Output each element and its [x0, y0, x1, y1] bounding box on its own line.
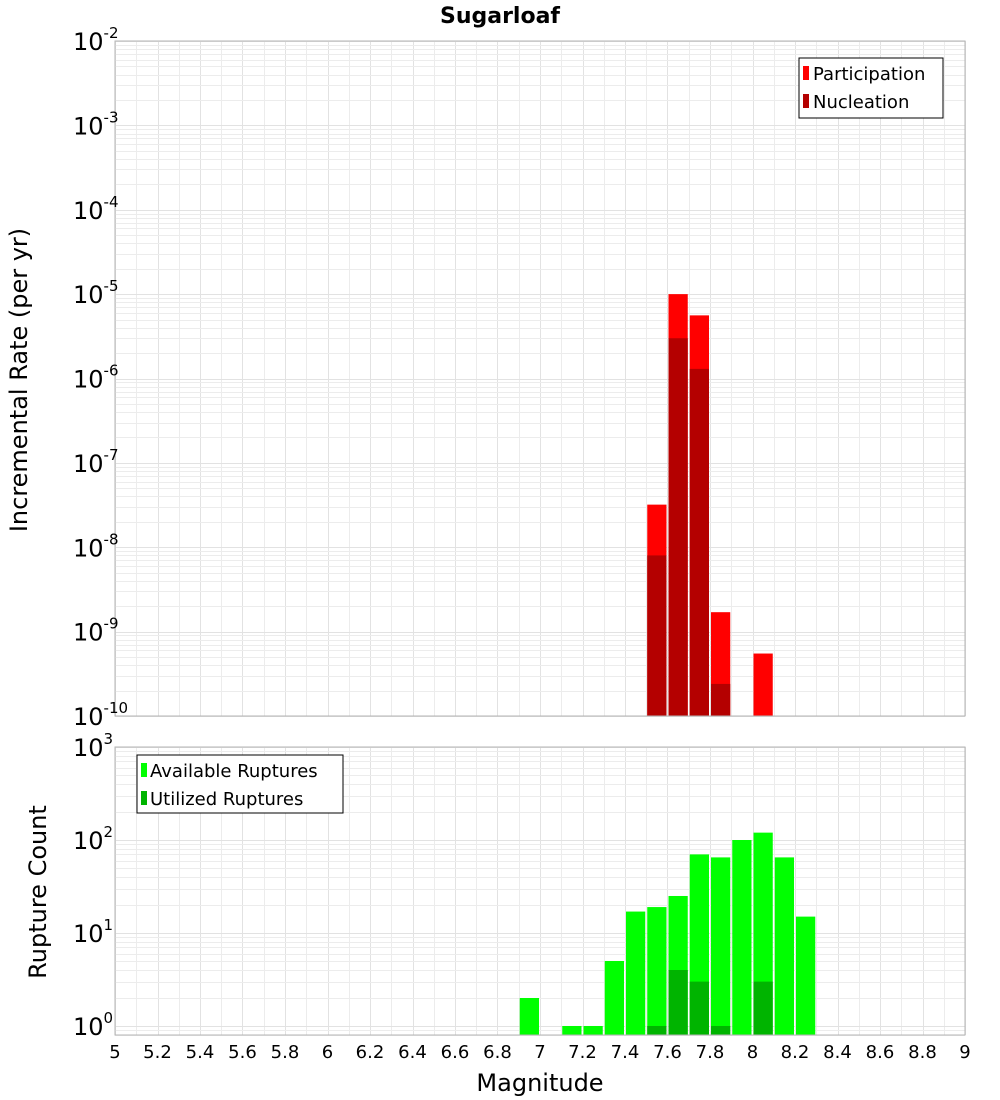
- x-tick-label: 6.6: [441, 1042, 470, 1063]
- y-tick-label: 10-7: [73, 446, 119, 478]
- x-tick-label: 6.8: [483, 1042, 512, 1063]
- x-tick-label: 8.4: [823, 1042, 852, 1063]
- bottom-bar-available-ruptures: [562, 1025, 582, 1035]
- legend-swatch-nucleation: [803, 94, 809, 108]
- legend-swatch-utilized: [141, 791, 147, 805]
- x-tick-label: 8.2: [781, 1042, 810, 1063]
- bottom-bar-available-ruptures: [604, 960, 624, 1035]
- bottom-plot-frame: [114, 746, 966, 1036]
- y-tick-label: 10-8: [73, 530, 119, 562]
- legend-label-participation: Participation: [813, 64, 925, 85]
- x-tick-labels: 5 5.2 5.4 5.6 5.8 6 6.2 6.4 6.6 6.8 7 7.2 7.4 7.6 7.8 8…: [109, 1042, 970, 1063]
- legend-label-nucleation: Nucleation: [813, 92, 909, 113]
- x-tick-label: 8.8: [908, 1042, 937, 1063]
- chart-title: Sugarloaf: [440, 4, 560, 29]
- top-y-axis-title: Incremental Rate (per yr): [5, 228, 33, 532]
- x-tick-label: 6.4: [398, 1042, 427, 1063]
- x-tick-label: 7.2: [568, 1042, 597, 1063]
- bottom-bar-utilized-ruptures: [753, 981, 773, 1035]
- x-tick-label: 7.6: [653, 1042, 682, 1063]
- bottom-bar-available-ruptures: [774, 857, 794, 1035]
- legend-label-utilized: Utilized Ruptures: [150, 789, 303, 810]
- bottom-y-axis-title: Rupture Count: [24, 805, 52, 979]
- x-tick-label: 9: [959, 1042, 970, 1063]
- x-axis-title: Magnitude: [476, 1069, 603, 1097]
- top-bar-nucleation: [647, 555, 667, 716]
- bottom-legend-box: [136, 754, 344, 814]
- x-tick-label: 7.8: [696, 1042, 725, 1063]
- x-tick-label: 7.4: [611, 1042, 640, 1063]
- bottom-bars: [519, 832, 816, 1035]
- x-tick-label: 6.2: [356, 1042, 385, 1063]
- y-tick-label: 100: [73, 1009, 113, 1041]
- x-tick-label: 7: [534, 1042, 545, 1063]
- legend-swatch-available: [141, 763, 147, 777]
- bottom-bar-utilized-ruptures: [647, 1025, 667, 1035]
- y-tick-label: 10-2: [73, 24, 119, 56]
- x-tick-label: 5: [109, 1042, 120, 1063]
- bottom-bar-available-ruptures: [647, 907, 667, 1035]
- y-tick-label: 101: [73, 916, 113, 948]
- y-tick-label: 102: [73, 823, 113, 855]
- bottom-bar-utilized-ruptures: [668, 969, 688, 1035]
- bottom-legend: Available Ruptures Utilized Ruptures: [136, 754, 344, 814]
- bottom-bar-utilized-ruptures: [689, 981, 709, 1035]
- top-bar-nucleation: [711, 683, 731, 716]
- y-tick-label: 10-9: [73, 615, 119, 647]
- bottom-y-ticks: 100 101 102 103: [73, 730, 113, 1041]
- top-panel: 10-10 10-9 10-8 10-7 10-6 10-5 10-4 10-3 10-2 In…: [5, 24, 966, 731]
- bottom-bar-utilized-ruptures: [711, 1025, 731, 1035]
- x-tick-label: 5.4: [186, 1042, 215, 1063]
- y-tick-label: 10-5: [73, 277, 119, 309]
- x-tick-label: 8.6: [866, 1042, 895, 1063]
- top-bar-nucleation: [689, 368, 709, 716]
- bottom-bar-available-ruptures: [732, 839, 752, 1035]
- bottom-bar-available-ruptures: [519, 997, 539, 1035]
- top-bars: [647, 294, 773, 716]
- x-tick-label: 8: [747, 1042, 758, 1063]
- y-tick-label: 10-3: [73, 108, 119, 140]
- bottom-bar-available-ruptures: [583, 1025, 603, 1035]
- legend-label-available: Available Ruptures: [150, 761, 318, 782]
- bottom-bar-available-ruptures: [711, 857, 731, 1035]
- top-plot-frame: [114, 40, 966, 717]
- y-tick-label: 10-10: [73, 699, 128, 731]
- top-grid: [115, 41, 966, 717]
- x-tick-label: 5.2: [143, 1042, 172, 1063]
- y-tick-label: 10-4: [73, 193, 119, 225]
- y-tick-label: 10-6: [73, 362, 119, 394]
- x-tick-label: 5.6: [228, 1042, 257, 1063]
- top-legend-box: [798, 57, 944, 119]
- x-tick-label: 6: [322, 1042, 333, 1063]
- x-tick-label: 5.8: [271, 1042, 300, 1063]
- top-legend: Participation Nucleation: [798, 57, 944, 119]
- bottom-bar-available-ruptures: [796, 916, 816, 1035]
- top-bar-nucleation: [668, 338, 688, 716]
- bottom-bar-available-ruptures: [626, 911, 646, 1035]
- legend-swatch-participation: [803, 66, 809, 80]
- top-bar-participation: [753, 653, 773, 716]
- top-y-ticks: 10-10 10-9 10-8 10-7 10-6 10-5 10-4 10-3 10-2: [73, 24, 128, 731]
- y-tick-label: 103: [73, 730, 113, 762]
- bottom-panel: 100 101 102 103 5 5.2 5.4 5.6 5.8 6 6.2 6.4 6.6 6.8 7…: [24, 730, 971, 1097]
